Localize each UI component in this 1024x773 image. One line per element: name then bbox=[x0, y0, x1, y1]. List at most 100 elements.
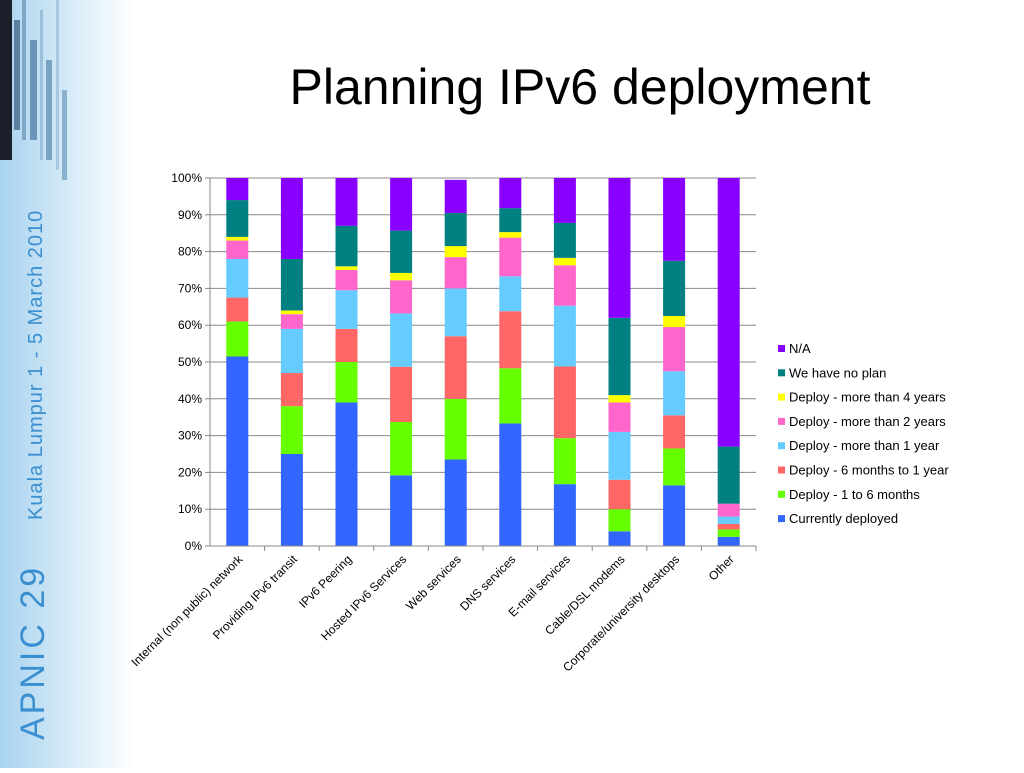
bar-segment bbox=[335, 328, 358, 362]
bar-segment bbox=[499, 368, 522, 424]
bar-segment bbox=[280, 178, 303, 259]
bar-segment bbox=[226, 240, 249, 259]
bar-segment bbox=[663, 415, 686, 449]
chart-legend: N/A We have no plan Deploy - more than 4 y… bbox=[778, 341, 949, 526]
bar-segment bbox=[226, 258, 249, 298]
bar-segment bbox=[499, 232, 522, 238]
legend-swatch bbox=[778, 442, 785, 450]
bar-segment bbox=[444, 246, 467, 258]
bar-segment bbox=[608, 509, 631, 532]
legend-label: Currently deployed bbox=[789, 511, 898, 526]
bar-segment bbox=[717, 446, 740, 504]
bar-segment bbox=[280, 258, 303, 311]
bar-segment bbox=[226, 356, 249, 546]
x-category-label: Internal (non public) network bbox=[128, 552, 246, 670]
bar-segment bbox=[553, 265, 576, 306]
bar-segment bbox=[390, 280, 413, 314]
legend-label: Deploy - more than 2 years bbox=[789, 414, 946, 429]
bar-segment bbox=[280, 314, 303, 329]
event-sidebar: APNIC 29 Kuala Lumpur 1 - 5 March 2010 bbox=[0, 0, 135, 768]
slide-title: Planning IPv6 deployment bbox=[289, 59, 871, 115]
bar-segment bbox=[444, 257, 467, 289]
legend-swatch bbox=[778, 466, 785, 474]
bar-segment bbox=[390, 366, 413, 422]
legend-swatch bbox=[778, 345, 785, 352]
y-tick-label: 90% bbox=[178, 208, 202, 222]
x-category-label: Web services bbox=[403, 552, 464, 613]
bar-segment bbox=[663, 485, 686, 546]
bar-segment bbox=[226, 321, 249, 357]
bar-segment bbox=[608, 431, 631, 480]
bar-segment bbox=[280, 328, 303, 374]
bar-segment bbox=[280, 406, 303, 454]
bar-segment bbox=[717, 523, 740, 530]
legend-label: Deploy - 6 months to 1 year bbox=[789, 463, 949, 478]
y-tick-label: 50% bbox=[178, 355, 202, 369]
bar-segment bbox=[335, 362, 358, 403]
bar-segment bbox=[663, 327, 686, 372]
bar-segment bbox=[499, 208, 522, 233]
bar-segment bbox=[553, 305, 576, 367]
bar-segment bbox=[226, 200, 249, 237]
legend-label: Deploy - 1 to 6 months bbox=[789, 487, 920, 502]
bar-segment bbox=[608, 317, 631, 396]
bar-segment bbox=[226, 178, 249, 201]
bar-segment bbox=[553, 178, 576, 223]
y-tick-label: 100% bbox=[171, 171, 202, 185]
y-tick-label: 60% bbox=[178, 318, 202, 332]
y-axis-ticks: 0% 10% 20% 30% 40% 50% 60% 70% 80% 90% 100% bbox=[171, 171, 210, 553]
bar-segment bbox=[335, 402, 358, 546]
bar-segment bbox=[553, 438, 576, 485]
bar-segment bbox=[444, 459, 467, 546]
event-name: APNIC 29 bbox=[14, 565, 52, 740]
bar-segment bbox=[608, 479, 631, 510]
bar-segment bbox=[499, 423, 522, 546]
bar-segment bbox=[663, 260, 686, 316]
x-category-label: IPv6 Peering bbox=[296, 552, 354, 610]
sidebar-graphic: APNIC 29 Kuala Lumpur 1 - 5 March 2010 bbox=[0, 0, 135, 768]
legend-label: Deploy - more than 1 year bbox=[789, 438, 940, 453]
bar-segment bbox=[553, 222, 576, 258]
bar-segment bbox=[226, 236, 249, 241]
bar-segment bbox=[717, 529, 740, 537]
bar-segment bbox=[499, 276, 522, 312]
bar-segment bbox=[390, 230, 413, 273]
y-tick-label: 20% bbox=[178, 465, 202, 479]
bar-segment bbox=[608, 402, 631, 432]
y-tick-label: 0% bbox=[185, 539, 203, 553]
bar-segment bbox=[335, 178, 358, 226]
skyline-icon bbox=[0, 0, 67, 180]
bar-segment bbox=[390, 272, 413, 281]
bar-segment bbox=[444, 179, 467, 213]
bar-segment bbox=[717, 516, 740, 524]
y-tick-label: 80% bbox=[178, 245, 202, 259]
bar-segment bbox=[335, 266, 358, 270]
bar-segment bbox=[553, 257, 576, 266]
x-category-label: Other bbox=[706, 552, 737, 583]
y-tick-label: 10% bbox=[178, 502, 202, 516]
y-tick-label: 30% bbox=[178, 429, 202, 443]
bar-segment bbox=[499, 311, 522, 369]
bar-segment bbox=[226, 297, 249, 322]
bar-segment bbox=[717, 503, 740, 517]
bar-segment bbox=[717, 178, 740, 447]
bar-segment bbox=[390, 178, 413, 231]
bar-segment bbox=[390, 313, 413, 367]
legend-swatch bbox=[778, 490, 785, 498]
legend-swatch bbox=[778, 393, 785, 401]
legend-swatch bbox=[778, 417, 785, 425]
legend-label: We have no plan bbox=[789, 365, 886, 380]
bar-segment bbox=[444, 336, 467, 399]
x-category-label: Corporate/university desktops bbox=[560, 552, 682, 674]
bar-segment bbox=[280, 310, 303, 315]
bar-segment bbox=[444, 288, 467, 337]
legend-label: Deploy - more than 4 years bbox=[789, 390, 946, 405]
bar-segment bbox=[335, 270, 358, 291]
bar-segment bbox=[553, 484, 576, 546]
bar-segment bbox=[553, 366, 576, 439]
bar-segment bbox=[608, 178, 631, 318]
legend-swatch bbox=[778, 515, 785, 523]
y-tick-label: 40% bbox=[178, 392, 202, 406]
bar-segment bbox=[444, 398, 467, 460]
